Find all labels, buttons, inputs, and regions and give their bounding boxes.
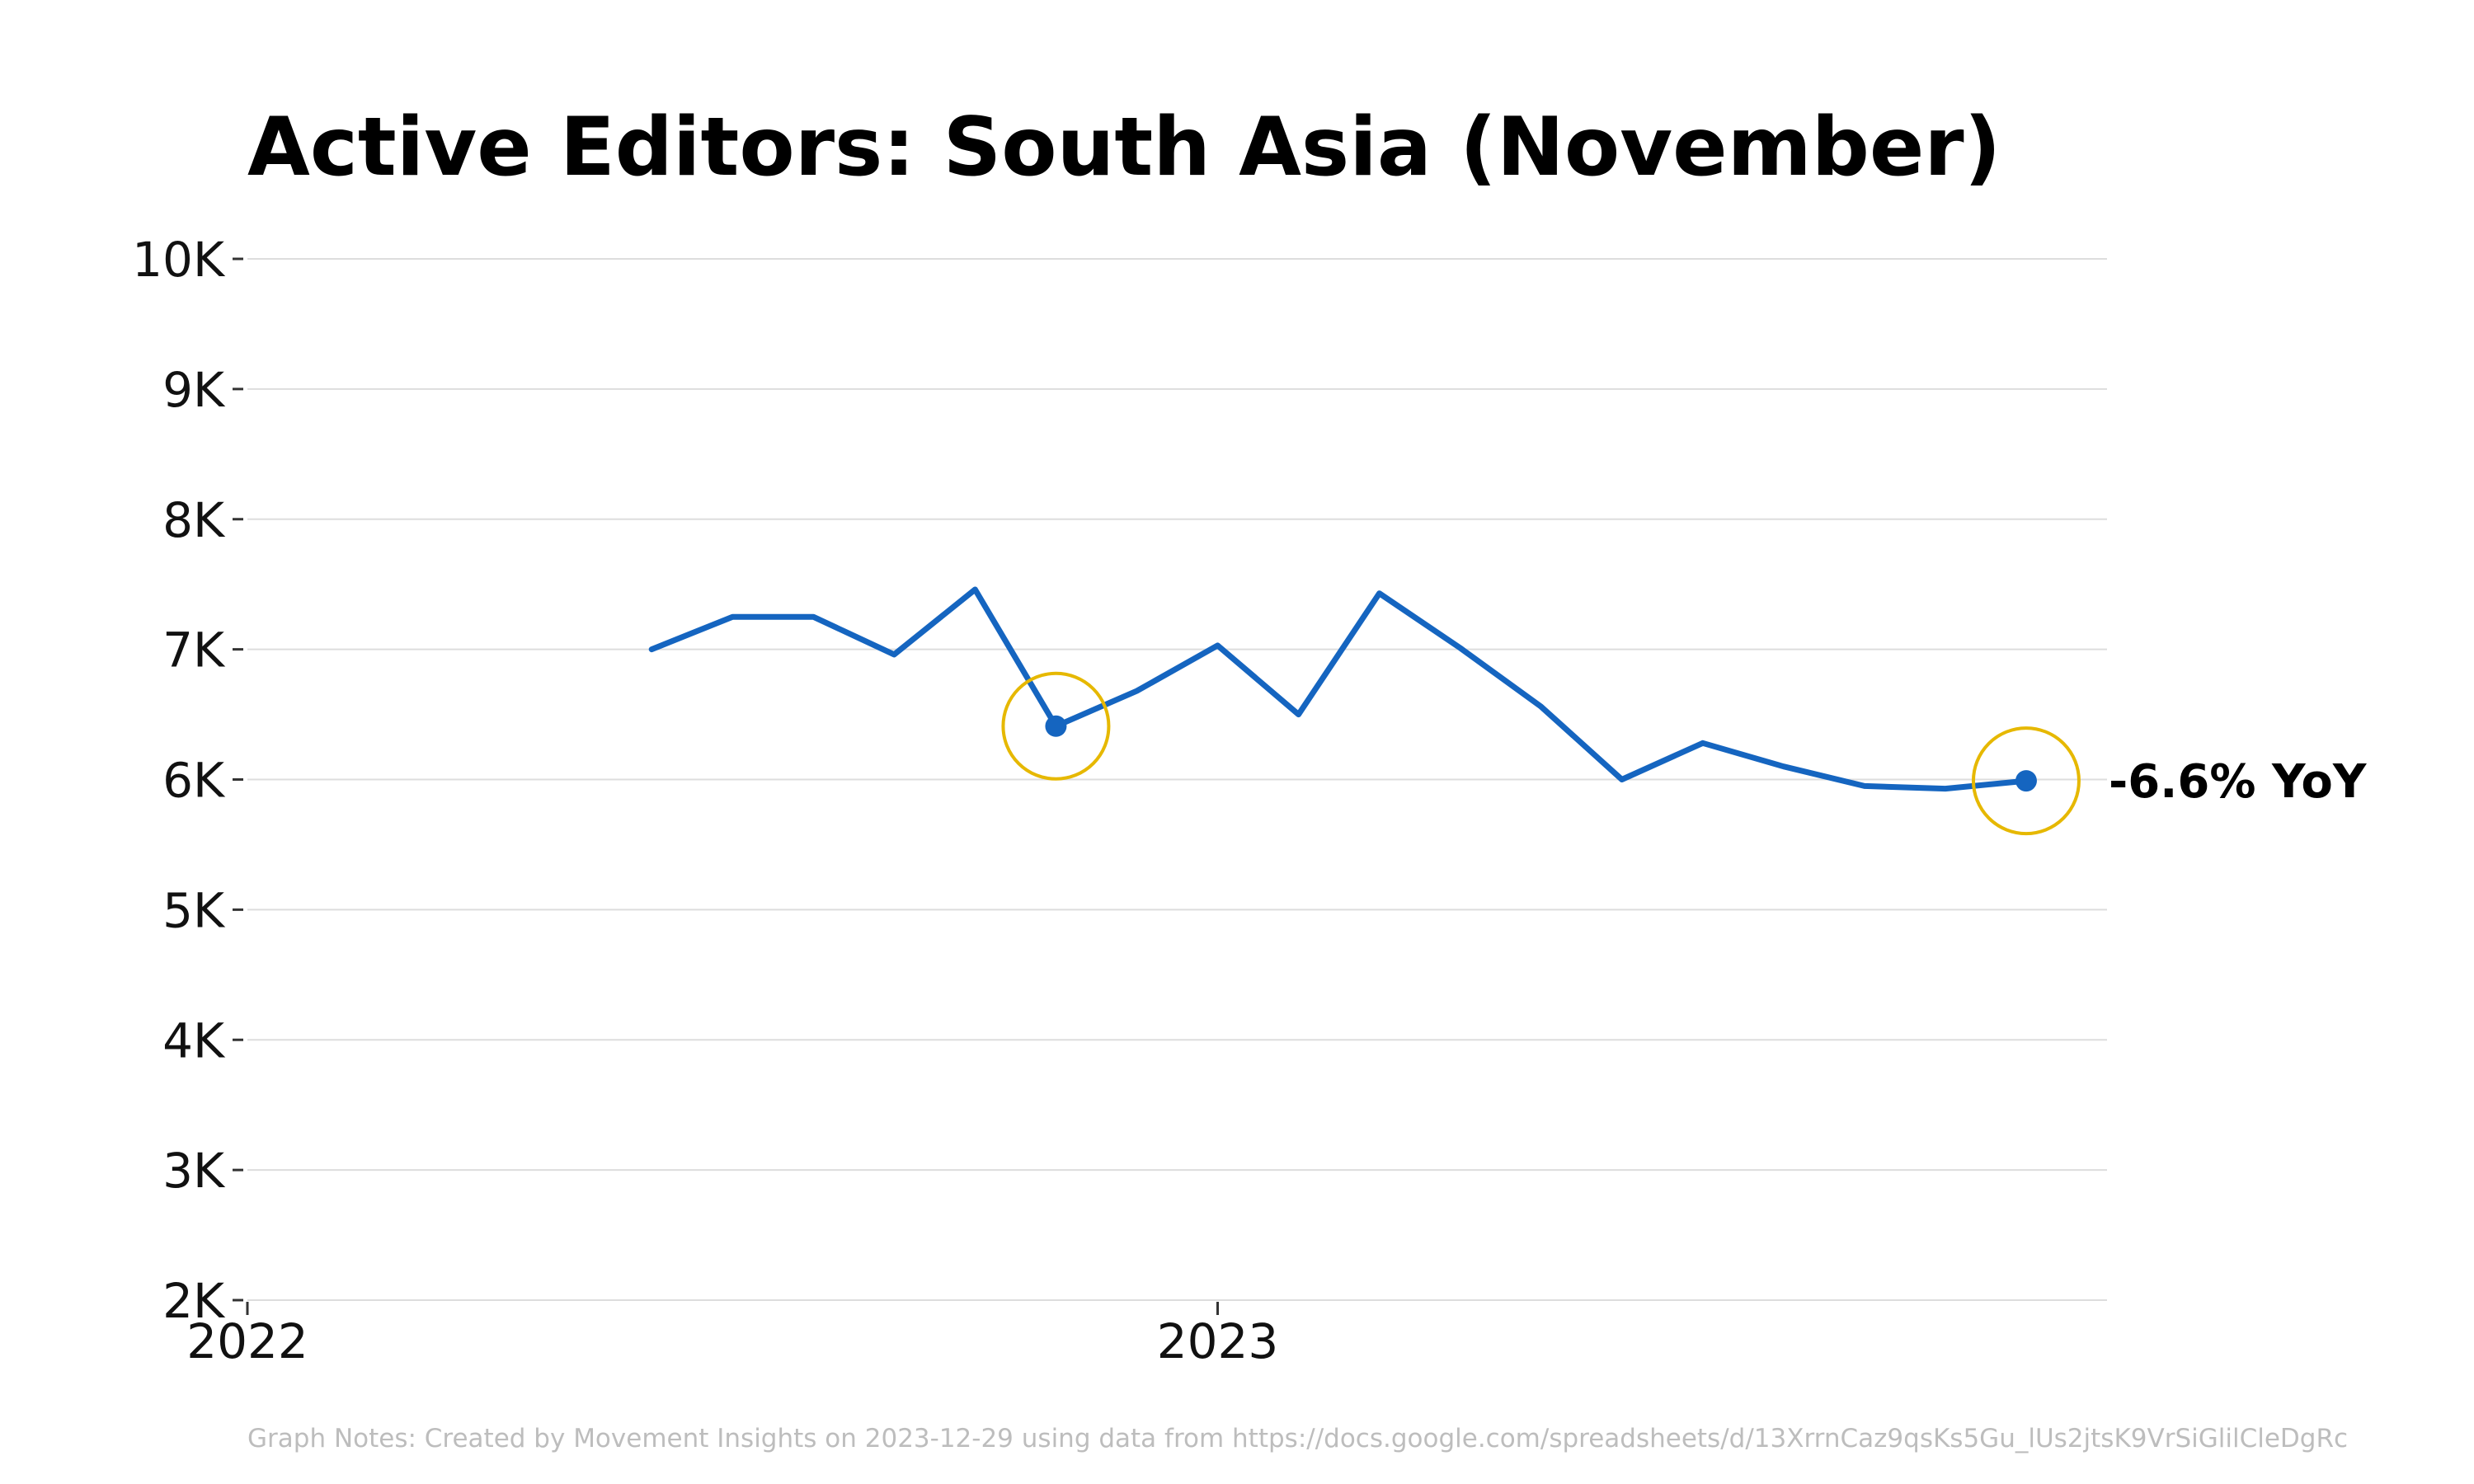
series-layer [648, 586, 2030, 792]
x-axis: 2022 2023 [186, 1302, 1278, 1369]
y-tick-label: 4K [162, 1012, 226, 1068]
y-tick-label: 6K [162, 753, 226, 809]
highlight-layer [1001, 671, 2081, 836]
chart-title: Active Editors: South Asia (November) [247, 101, 2001, 195]
series-line [648, 586, 2030, 792]
highlight-point [2015, 770, 2037, 792]
y-tick-label: 9K [162, 362, 226, 418]
y-tick-label: 8K [162, 492, 226, 548]
graph-notes: Graph Notes: Created by Movement Insight… [247, 1424, 2348, 1453]
y-tick-label: 3K [162, 1143, 226, 1199]
yoy-annotation: -6.6% YoY [2109, 755, 2368, 809]
x-tick-label: 2022 [186, 1313, 308, 1369]
gridlines [247, 258, 2107, 1301]
y-tick-label: 7K [162, 622, 226, 679]
y-tick-label: 2K [162, 1273, 226, 1329]
x-tick-label: 2023 [1157, 1313, 1279, 1369]
highlight-ring [1001, 671, 1111, 781]
highlight-point [1045, 715, 1067, 737]
y-tick-label: 10K [132, 232, 226, 288]
y-axis: 10K 9K 8K 7K 6K 5K 4K 3K 2K [132, 232, 243, 1329]
y-tick-label: 5K [162, 882, 226, 938]
highlight-ring [1971, 726, 2081, 836]
